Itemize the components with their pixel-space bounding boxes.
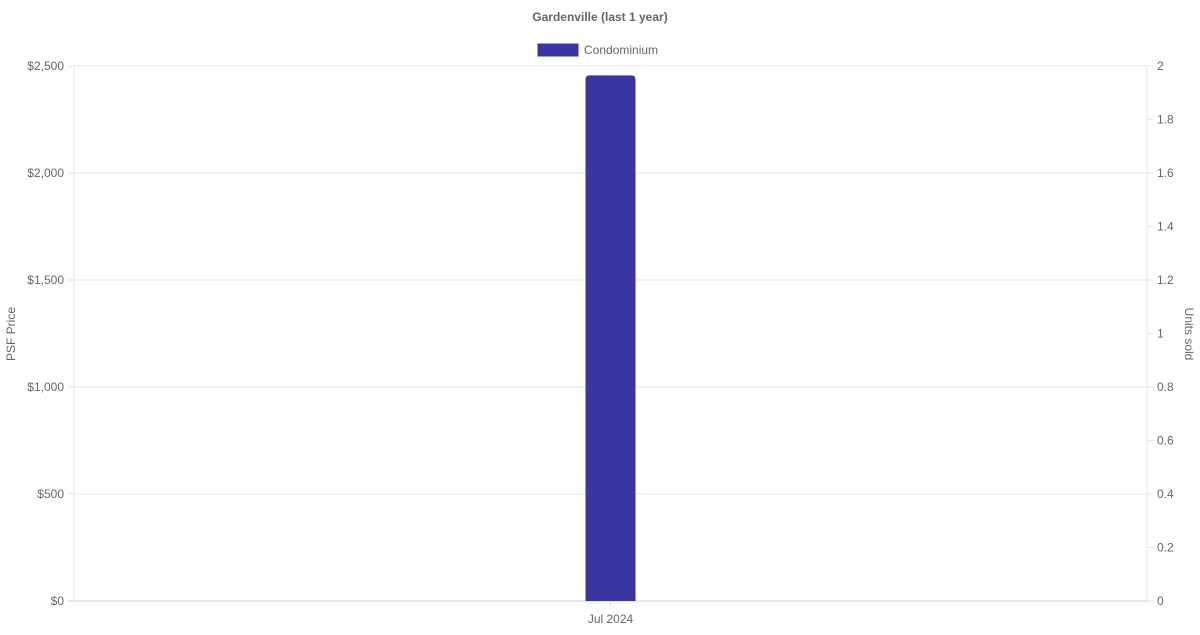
legend-label: Condominium (584, 43, 658, 57)
bar[interactable] (585, 75, 636, 601)
y2-tick-label: 2 (1157, 59, 1164, 73)
y2-tick-label: 1.2 (1157, 273, 1174, 287)
y-tick-label: $0 (51, 594, 65, 608)
y-tick-label: $2,000 (27, 166, 64, 180)
y2-tick-label: 0.6 (1157, 434, 1174, 448)
y2-tick-label: 0.4 (1157, 487, 1174, 501)
y2-tick-label: 1.4 (1157, 220, 1174, 234)
y-tick-label: $500 (37, 487, 64, 501)
y-axis-label: PSF Price (4, 307, 18, 361)
chart-title: Gardenville (last 1 year) (532, 10, 667, 24)
y-tick-label: $2,500 (27, 59, 64, 73)
y-tick-label: $1,500 (27, 273, 64, 287)
x-tick-label: Jul 2024 (588, 612, 634, 626)
legend-swatch (537, 43, 579, 57)
y2-tick-label: 0 (1157, 594, 1164, 608)
y2-axis-label: Units sold (1182, 308, 1196, 361)
y2-tick-label: 1 (1157, 327, 1164, 341)
y-tick-label: $1,000 (27, 380, 64, 394)
y2-tick-label: 0.8 (1157, 380, 1174, 394)
y2-tick-label: 1.6 (1157, 166, 1174, 180)
legend[interactable]: Condominium (537, 43, 658, 57)
y2-tick-label: 1.8 (1157, 113, 1174, 127)
y2-tick-label: 0.2 (1157, 541, 1174, 555)
